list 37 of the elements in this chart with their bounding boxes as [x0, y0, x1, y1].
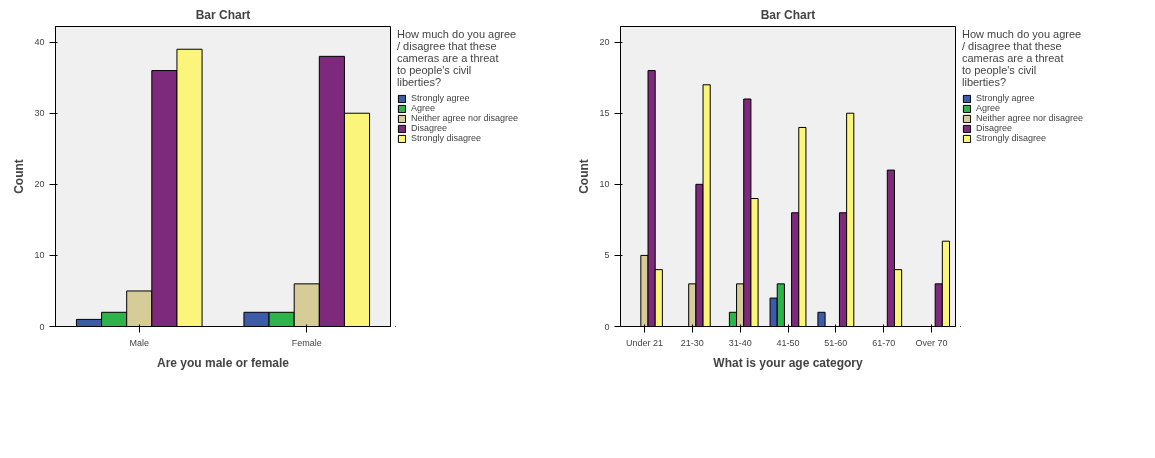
- chart-title: Bar Chart: [195, 7, 251, 22]
- y-axis-title: Count: [12, 159, 27, 194]
- legend-label: Neither agree nor disagree: [976, 113, 1084, 123]
- x-tick-label: Over 70: [915, 337, 948, 348]
- legend-label: Agree: [411, 103, 436, 113]
- x-axis-title: What is your age category: [713, 355, 864, 370]
- legend-label: Strongly disagree: [976, 133, 1047, 143]
- y-tick-label: 30: [34, 108, 45, 119]
- y-tick-label: 15: [599, 108, 610, 119]
- x-tick-label: 21-30: [680, 337, 704, 348]
- x-tick-label: 61-70: [872, 337, 896, 348]
- y-tick-label: 10: [599, 179, 610, 190]
- legend-label: Disagree: [976, 123, 1013, 133]
- x-tick-label: 41-50: [776, 337, 800, 348]
- x-tick-label: Under 21: [625, 337, 663, 348]
- y-tick-label: 20: [599, 37, 610, 48]
- x-tick-label: 31-40: [728, 337, 752, 348]
- x-tick-label: Male: [129, 337, 150, 348]
- y-axis-title: Count: [577, 159, 592, 194]
- legend-label: Strongly disagree: [411, 133, 482, 143]
- legend-label: Neither agree nor disagree: [411, 113, 519, 123]
- y-tick-label: 0: [39, 321, 45, 332]
- y-tick-label: 10: [34, 250, 45, 261]
- legend-label: Strongly agree: [976, 93, 1035, 103]
- legend-title: How much do you agree / disagree that these cameras are a threat to people's civil liberties?: [962, 28, 1083, 88]
- x-tick-label: 51-60: [824, 337, 848, 348]
- y-tick-label: 5: [604, 250, 610, 261]
- legend-label: Disagree: [411, 123, 448, 133]
- chart-title: Bar Chart: [760, 7, 816, 22]
- y-tick-label: 20: [34, 179, 45, 190]
- legend-label: Agree: [976, 103, 1001, 113]
- y-tick-label: 40: [34, 37, 45, 48]
- x-tick-label: Female: [291, 337, 322, 348]
- legend-label: Strongly agree: [411, 93, 470, 103]
- legend-title: How much do you agree / disagree that these cameras are a threat to people's civil liberties?: [397, 28, 518, 88]
- x-axis-title: Are you male or female: [156, 355, 290, 370]
- y-tick-label: 0: [604, 321, 610, 332]
